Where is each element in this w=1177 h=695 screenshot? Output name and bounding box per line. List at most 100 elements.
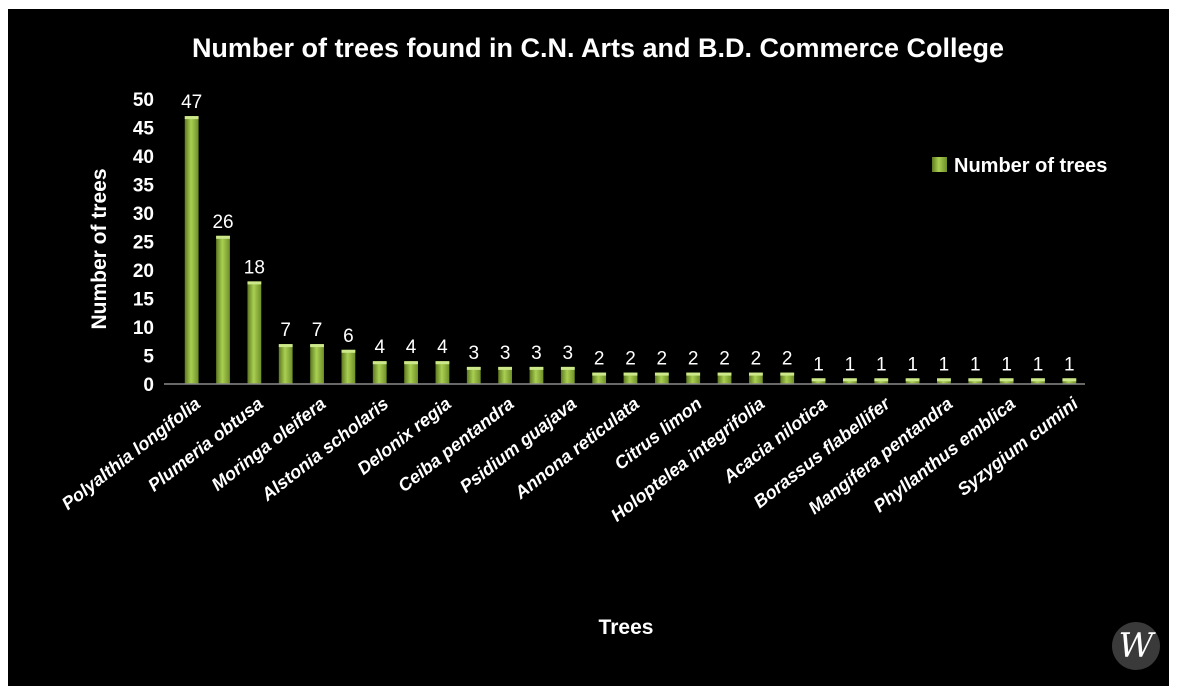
y-tick-label: 10 [133, 318, 154, 339]
data-label: 1 [876, 354, 887, 375]
x-tick-label: Acacia nilotica [719, 393, 831, 487]
data-label: 2 [751, 349, 762, 370]
bar-top-highlight [592, 372, 607, 376]
bar-top-highlight [278, 344, 293, 348]
bar [498, 366, 513, 384]
data-label: 26 [212, 212, 233, 233]
bar [748, 372, 763, 384]
data-label: 47 [181, 92, 202, 113]
bar-top-highlight [184, 116, 199, 120]
bar-top-highlight [811, 378, 826, 382]
bar-top-highlight [748, 372, 763, 376]
bar-top-highlight [310, 344, 324, 348]
bar-top-highlight [717, 372, 732, 376]
data-label: 1 [939, 354, 950, 375]
legend-label: Number of trees [954, 155, 1107, 177]
data-label: 1 [813, 354, 824, 375]
bar-top-highlight [874, 378, 889, 382]
bar-chart: Number of trees found in C.N. Arts and B… [58, 33, 1160, 670]
bar-top-highlight [686, 372, 701, 376]
bar [247, 281, 262, 384]
y-tick-label: 15 [133, 290, 155, 311]
data-label: 4 [406, 337, 417, 358]
x-axis-label: Trees [599, 616, 654, 639]
bar-top-highlight [529, 366, 544, 370]
data-label: 1 [970, 354, 981, 375]
bar-top-highlight [435, 361, 450, 365]
bar-top-highlight [560, 366, 575, 370]
y-axis-ticks: 0 5 10 15 20 25 30 35 40 45 50 [133, 90, 155, 396]
data-label: 1 [907, 354, 918, 375]
bar-top-highlight [623, 372, 638, 376]
y-tick-label: 20 [133, 261, 154, 282]
data-label: 7 [280, 320, 291, 341]
data-label: 2 [657, 349, 668, 370]
bars [184, 116, 1077, 384]
watermark-letter: W [1119, 626, 1157, 666]
bar [404, 361, 418, 384]
bar-top-highlight [466, 366, 481, 370]
bar-top-highlight [1031, 378, 1045, 382]
bar [623, 372, 638, 384]
data-label: 3 [563, 343, 574, 364]
y-tick-label: 45 [133, 119, 155, 140]
data-label: 2 [625, 349, 636, 370]
data-label: 1 [1033, 354, 1044, 375]
bar [560, 366, 575, 384]
bar-top-highlight [968, 378, 983, 382]
bar-top-highlight [780, 372, 795, 376]
bar [435, 361, 450, 384]
y-axis-label: Number of trees [88, 168, 111, 329]
y-tick-label: 0 [143, 375, 154, 396]
data-label: 3 [468, 343, 479, 364]
bar-top-highlight [216, 235, 230, 239]
bar [592, 372, 607, 384]
data-label: 4 [437, 337, 448, 358]
bar-top-highlight [404, 361, 418, 365]
bar [372, 361, 387, 384]
x-tick-label: Plumeria obtusa [144, 393, 267, 495]
bar [717, 372, 732, 384]
data-label: 18 [244, 257, 265, 278]
watermark-badge [1112, 622, 1160, 670]
bar-top-highlight [372, 361, 387, 365]
bar [466, 366, 481, 384]
data-label: 6 [343, 326, 354, 347]
bar [780, 372, 795, 384]
y-tick-label: 25 [133, 233, 155, 254]
chart-title: Number of trees found in C.N. Arts and B… [192, 33, 1004, 63]
chart-frame: Number of trees found in C.N. Arts and B… [8, 9, 1169, 686]
bar-top-highlight [937, 378, 951, 382]
y-tick-label: 5 [143, 347, 154, 368]
data-label: 4 [374, 337, 385, 358]
bar [184, 116, 199, 384]
bar [529, 366, 544, 384]
data-label: 2 [688, 349, 699, 370]
data-label: 2 [594, 349, 605, 370]
data-label: 3 [531, 343, 542, 364]
bar-top-highlight [498, 366, 513, 370]
data-label: 1 [1001, 354, 1012, 375]
bar [341, 349, 356, 384]
bar-top-highlight [247, 281, 262, 285]
bar [310, 344, 324, 384]
bar-top-highlight [1062, 378, 1077, 382]
watermark-logo: W [1112, 622, 1160, 670]
y-tick-label: 40 [133, 147, 154, 168]
legend-swatch [932, 157, 947, 172]
data-label: 7 [312, 320, 323, 341]
legend: Number of trees [932, 155, 1107, 177]
y-tick-label: 35 [133, 176, 155, 197]
bar [278, 344, 293, 384]
y-tick-label: 50 [133, 90, 154, 111]
bar-top-highlight [843, 378, 857, 382]
bar-top-highlight [905, 378, 920, 382]
bar [654, 372, 669, 384]
y-tick-label: 30 [133, 204, 154, 225]
data-label: 1 [845, 354, 856, 375]
data-label: 1 [1064, 354, 1075, 375]
bar [216, 235, 230, 384]
data-label: 2 [719, 349, 730, 370]
